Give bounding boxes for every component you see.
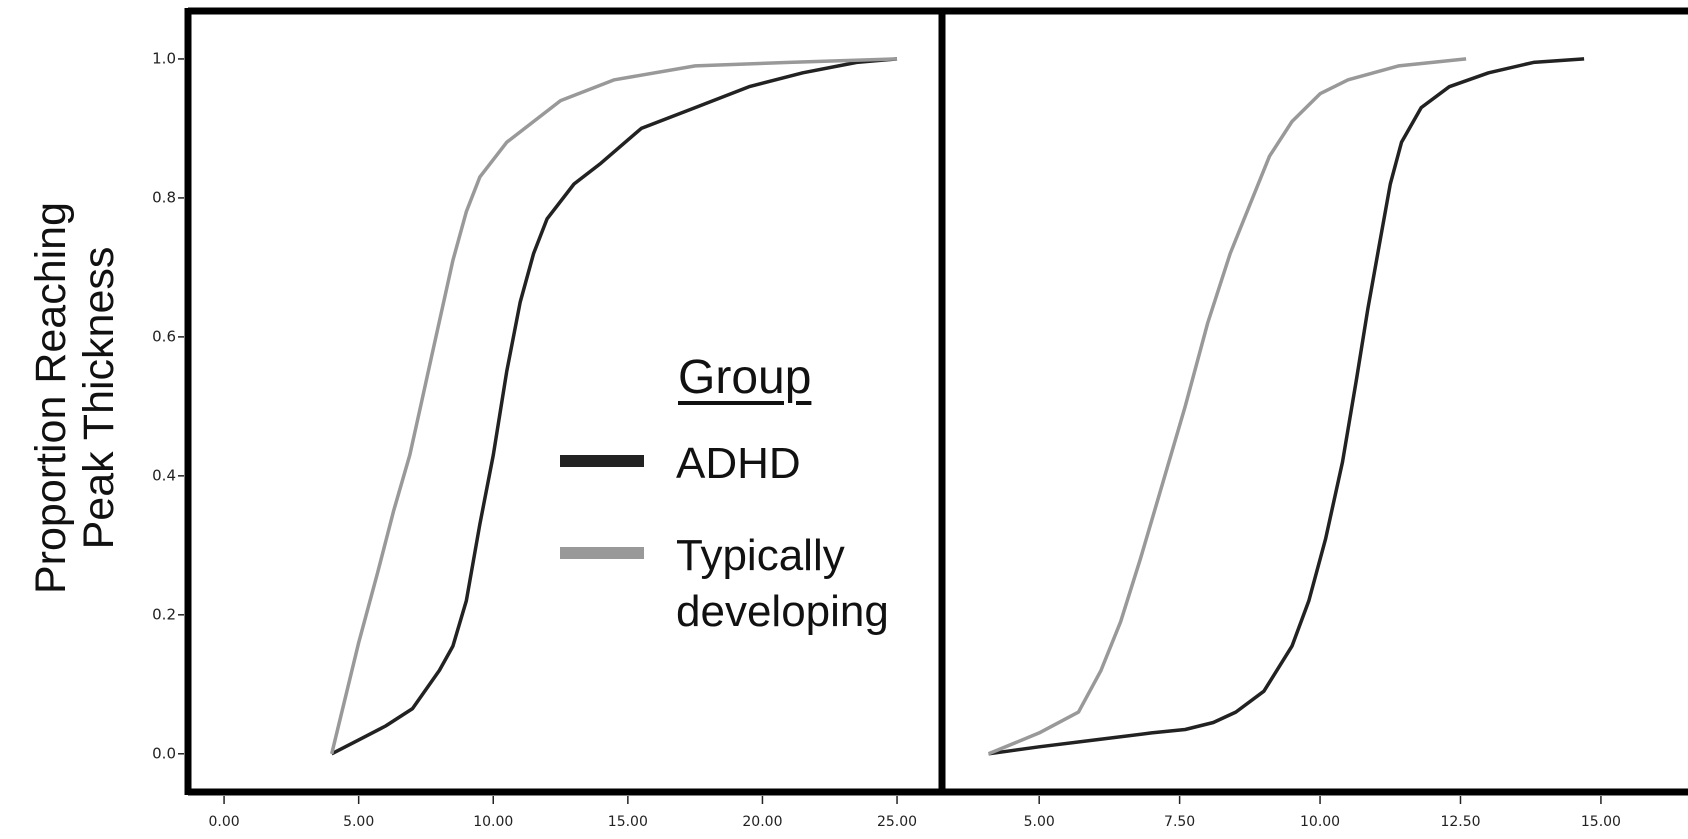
x-tick-label: 20.00 xyxy=(742,814,782,830)
x-tick-label: 15.00 xyxy=(1581,814,1621,830)
x-tick-label: 0.00 xyxy=(208,814,239,830)
y-tick-label: 1.0 xyxy=(152,49,176,67)
series-line xyxy=(987,57,1467,756)
y-axis-label: Proportion Reaching Peak Thickness xyxy=(27,201,123,595)
y-tick-label: 0.6 xyxy=(152,327,176,345)
legend-title: Group xyxy=(678,351,812,404)
x-tick-label: 5.00 xyxy=(343,814,374,830)
x-tick-label: 25.00 xyxy=(877,814,917,830)
series-line xyxy=(330,57,898,756)
x-tick-label: 15.00 xyxy=(608,814,648,830)
series-line xyxy=(988,57,1585,756)
x-tick-label: 10.00 xyxy=(473,814,513,830)
legend-label: ADHD xyxy=(676,439,801,488)
x-tick-label: 5.00 xyxy=(1024,814,1055,830)
y-tick-label: 0.2 xyxy=(152,605,176,623)
y-tick-label: 0.8 xyxy=(152,188,176,206)
y-tick-label: 0.0 xyxy=(152,744,176,762)
x-tick-label: 7.50 xyxy=(1164,814,1195,830)
x-tick-label: 10.00 xyxy=(1300,814,1340,830)
series-line xyxy=(329,57,898,755)
y-tick-label: 0.4 xyxy=(152,466,176,484)
legend-label: Typically developing xyxy=(676,531,889,636)
x-tick-label: 12.50 xyxy=(1440,814,1480,830)
